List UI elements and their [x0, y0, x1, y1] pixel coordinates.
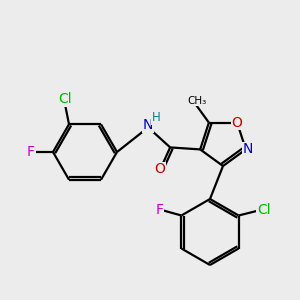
Text: O: O	[232, 116, 242, 130]
Text: O: O	[155, 162, 166, 176]
Text: Cl: Cl	[58, 92, 72, 106]
Text: N: N	[143, 118, 153, 132]
Text: H: H	[152, 111, 161, 124]
Text: Cl: Cl	[257, 203, 270, 218]
Text: N: N	[243, 142, 253, 156]
Text: F: F	[27, 145, 35, 159]
Text: F: F	[155, 203, 164, 218]
Text: CH₃: CH₃	[187, 96, 207, 106]
